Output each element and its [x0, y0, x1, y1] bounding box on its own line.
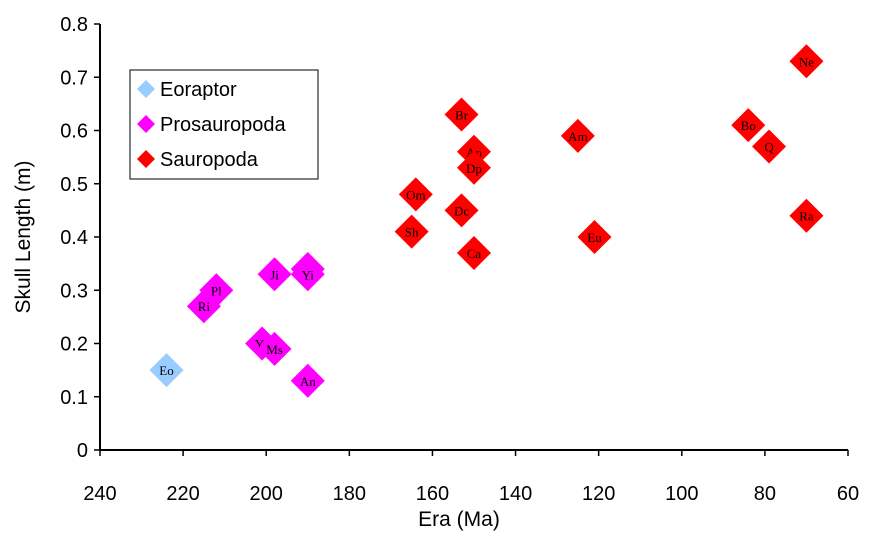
point-label: Dp: [466, 161, 482, 176]
y-tick-label: 0.3: [60, 280, 88, 302]
legend-marker: [137, 150, 155, 168]
point-label: Bo: [741, 118, 756, 133]
y-axis-label: Skull Length (m): [12, 161, 35, 314]
point-label: Am: [568, 129, 588, 144]
point-label: Dc: [454, 203, 469, 218]
point-label: Om: [406, 187, 426, 202]
point-marker: [394, 214, 429, 249]
x-tick-label: 180: [333, 483, 366, 505]
point-label: Eo: [159, 363, 173, 378]
point-marker: [457, 235, 491, 270]
point-marker: [731, 108, 766, 143]
legend-label: Prosauropoda: [160, 114, 287, 136]
point-marker: [199, 273, 234, 308]
x-tick-label: 60: [837, 483, 859, 505]
y-tick-label: 0.4: [60, 227, 88, 249]
point-label: Pl: [211, 283, 222, 298]
series-sauropoda: BrApDpOmDcShCaAmEuBoQNeRa: [394, 44, 824, 270]
point-label: Ji: [270, 267, 279, 282]
x-tick-label: 80: [754, 483, 776, 505]
data-points: EoRiPlJiLuYiYuMsAnBrApDpOmDcShCaAmEuBoQN…: [149, 44, 824, 398]
point-label: Ms: [266, 342, 283, 357]
point-label: Ca: [467, 246, 482, 261]
point-marker: [290, 363, 325, 398]
point-marker: [789, 198, 824, 233]
x-tick-label: 100: [665, 483, 698, 505]
y-tick-label: 0.6: [60, 121, 88, 143]
point-marker: [444, 193, 479, 228]
point-label: Q: [764, 139, 774, 154]
point-marker: [752, 129, 787, 164]
series-eoraptor: Eo: [149, 353, 184, 388]
point-marker: [789, 44, 824, 79]
tick-labels: 0 0.1 0.2 0.3 0.4 0.5 0.6 0.7 0.8 240 220 200 180 160…: [60, 14, 859, 505]
point-label: Br: [455, 108, 469, 123]
y-tick-label: 0: [77, 440, 88, 462]
y-tick-label: 0.5: [60, 174, 88, 196]
legend-marker: [137, 115, 155, 133]
x-tick-label: 160: [416, 483, 449, 505]
x-tick-label: 240: [83, 483, 116, 505]
point-label: An: [300, 374, 316, 389]
legend-marker: [137, 80, 155, 98]
legend-label: Eoraptor: [160, 79, 237, 101]
point-marker: [577, 220, 612, 254]
x-tick-label: 200: [250, 483, 283, 505]
legend-box: [129, 69, 319, 180]
y-tick-label: 0.1: [60, 387, 88, 409]
point-marker: [457, 150, 491, 185]
point-marker: [290, 257, 325, 292]
series-prosauropoda: RiPlJiLuYiYuMsAn: [186, 251, 325, 398]
legend: Eoraptor Prosauropoda Sauropoda: [129, 69, 319, 180]
point-marker: [398, 177, 433, 212]
point-label: Yi: [302, 267, 315, 282]
point-marker: [149, 353, 184, 388]
point-marker: [444, 97, 479, 132]
point-label: Ri: [198, 299, 211, 314]
y-tick-label: 0.8: [60, 14, 88, 36]
point-label: Eu: [587, 230, 602, 245]
y-tick-label: 0.2: [60, 334, 88, 356]
point-marker: [560, 118, 595, 153]
point-marker: [257, 257, 292, 292]
x-tick-label: 120: [582, 483, 615, 505]
legend-label: Sauropoda: [160, 149, 259, 171]
x-tick-label: 220: [166, 483, 199, 505]
y-tick-label: 0.7: [60, 67, 88, 89]
x-tick-label: 140: [499, 483, 532, 505]
point-marker: [257, 331, 292, 366]
x-axis-label: Era (Ma): [418, 508, 500, 531]
point-label: Ne: [799, 54, 814, 69]
point-label: Sh: [405, 225, 419, 240]
point-label: Ra: [799, 209, 814, 224]
axes: [94, 23, 849, 456]
